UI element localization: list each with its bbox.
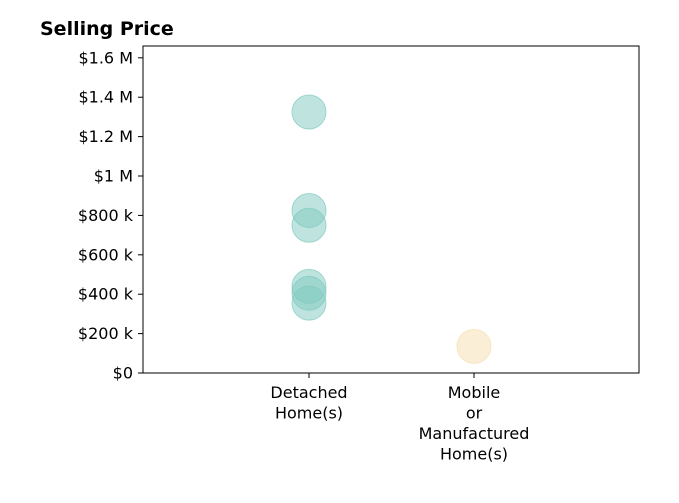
chart-title: Selling Price (40, 18, 174, 40)
y-tick-label: $1.6 M (78, 48, 133, 67)
y-tick-label: $1.4 M (78, 88, 133, 107)
y-tick-label: $200 k (78, 324, 134, 343)
data-point (291, 94, 327, 130)
data-point (456, 328, 492, 364)
y-tick-label: $400 k (78, 285, 134, 304)
x-tick-label: Mobile or Manufactured Home(s) (419, 383, 530, 464)
y-tick-label: $0 (113, 364, 133, 383)
y-axis: $0 $200 k $400 k $600 k $800 k $1 M $1.2 M $1.4… (78, 48, 143, 383)
x-axis: Detached Home(s) Mobile or Manufactured Home(… (270, 373, 529, 464)
plot-frame (142, 45, 640, 374)
data-point (291, 207, 327, 243)
y-tick-label: $1.2 M (78, 127, 133, 146)
y-tick-label: $800 k (78, 206, 134, 225)
y-tick-label: $600 k (78, 245, 134, 264)
points-layer (291, 94, 492, 364)
data-point (291, 285, 327, 321)
x-tick-label: Detached Home(s) (270, 383, 347, 423)
y-tick-label: $1 M (94, 167, 133, 186)
